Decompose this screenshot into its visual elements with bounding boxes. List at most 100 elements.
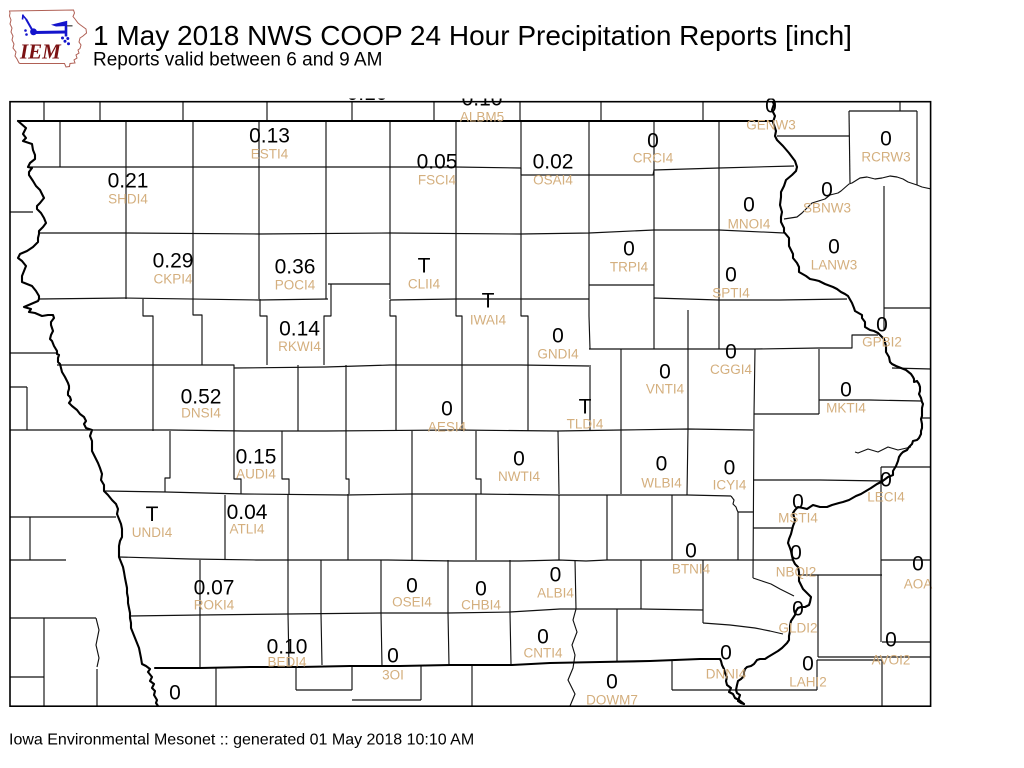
svg-text:0: 0 — [475, 578, 487, 601]
svg-text:0: 0 — [792, 491, 804, 514]
svg-text:OSAI4: OSAI4 — [533, 173, 573, 188]
svg-text:0: 0 — [169, 682, 181, 705]
svg-text:GPBI2: GPBI2 — [862, 335, 902, 350]
svg-text:0.52: 0.52 — [181, 386, 222, 409]
svg-text:0: 0 — [725, 341, 737, 364]
svg-text:ESTI4: ESTI4 — [251, 147, 289, 162]
svg-text:0: 0 — [623, 238, 635, 261]
svg-text:DOWM7: DOWM7 — [586, 693, 638, 708]
svg-text:1 May 2018 NWS COOP 24 Hour Pr: 1 May 2018 NWS COOP 24 Hour Precipitatio… — [93, 20, 852, 51]
svg-text:ALBI4: ALBI4 — [537, 586, 574, 601]
svg-text:0: 0 — [406, 575, 418, 598]
svg-text:IEM: IEM — [19, 40, 62, 64]
svg-text:ALBM5: ALBM5 — [460, 110, 504, 125]
svg-text:0.05: 0.05 — [417, 151, 458, 174]
svg-text:0: 0 — [792, 598, 804, 621]
svg-text:MNOI4: MNOI4 — [728, 217, 771, 232]
svg-text:CNTI4: CNTI4 — [523, 646, 562, 661]
svg-text:MSTI4: MSTI4 — [778, 511, 818, 526]
svg-text:0: 0 — [885, 629, 897, 652]
svg-text:0: 0 — [720, 642, 732, 665]
svg-text:BTNI4: BTNI4 — [672, 562, 711, 577]
svg-text:0: 0 — [880, 469, 892, 492]
svg-text:0: 0 — [656, 453, 668, 476]
svg-text:GNDI4: GNDI4 — [537, 347, 579, 362]
svg-text:0.36: 0.36 — [275, 256, 316, 279]
svg-text:T: T — [418, 255, 431, 278]
svg-text:OSEI4: OSEI4 — [392, 595, 432, 610]
svg-text:0: 0 — [513, 448, 525, 471]
svg-text:0: 0 — [659, 361, 671, 384]
svg-text:LAHI2: LAHI2 — [789, 675, 827, 690]
svg-text:0.13: 0.13 — [249, 125, 290, 148]
svg-text:BEDI4: BEDI4 — [267, 655, 307, 670]
svg-text:CRCI4: CRCI4 — [633, 151, 674, 166]
svg-text:AESI4: AESI4 — [428, 420, 467, 435]
svg-text:0: 0 — [724, 457, 736, 480]
svg-text:RCRW3: RCRW3 — [861, 150, 910, 165]
svg-text:CHBI4: CHBI4 — [461, 598, 501, 613]
svg-text:0: 0 — [647, 130, 659, 153]
svg-text:0: 0 — [802, 653, 814, 676]
svg-text:0.21: 0.21 — [108, 170, 149, 193]
svg-text:0: 0 — [743, 194, 755, 217]
svg-text:NBQI2: NBQI2 — [776, 565, 817, 580]
svg-text:0: 0 — [537, 626, 549, 649]
svg-text:0: 0 — [880, 128, 892, 151]
svg-text:0: 0 — [550, 564, 562, 587]
svg-text:SPTI4: SPTI4 — [712, 286, 750, 301]
svg-text:T: T — [146, 503, 159, 526]
svg-text:POCI4: POCI4 — [275, 278, 316, 293]
svg-text:DNNI4: DNNI4 — [706, 667, 747, 682]
svg-text:Iowa Environmental Mesonet ::: Iowa Environmental Mesonet :: generated … — [9, 732, 474, 749]
svg-text:0: 0 — [790, 542, 802, 565]
svg-text:0: 0 — [552, 325, 564, 348]
svg-text:NWTI4: NWTI4 — [498, 469, 540, 484]
svg-text:0.29: 0.29 — [153, 250, 194, 273]
svg-text:T: T — [579, 396, 592, 419]
svg-text:0: 0 — [840, 379, 852, 402]
svg-text:0: 0 — [685, 540, 697, 563]
svg-text:CKPI4: CKPI4 — [153, 272, 193, 287]
svg-text:Reports valid between 6 and 9: Reports valid between 6 and 9 AM — [93, 50, 382, 71]
svg-text:RKWI4: RKWI4 — [278, 339, 321, 354]
svg-text:0: 0 — [387, 645, 399, 668]
svg-text:0: 0 — [765, 95, 777, 118]
svg-text:0: 0 — [441, 398, 453, 421]
svg-text:T: T — [482, 290, 495, 313]
svg-text:0.15: 0.15 — [236, 446, 277, 469]
svg-text:SHDI4: SHDI4 — [108, 192, 148, 207]
svg-text:GLDI2: GLDI2 — [778, 621, 817, 636]
svg-text:0: 0 — [876, 314, 888, 337]
svg-text:3OI: 3OI — [382, 668, 404, 683]
svg-text:0: 0 — [821, 179, 833, 202]
svg-text:ROKI4: ROKI4 — [194, 598, 235, 613]
svg-text:AOA: AOA — [904, 577, 933, 592]
svg-text:0.02: 0.02 — [533, 151, 574, 174]
svg-text:0: 0 — [725, 264, 737, 287]
svg-text:0.10: 0.10 — [267, 636, 308, 659]
svg-text:LECI4: LECI4 — [867, 490, 905, 505]
svg-text:UNDI4: UNDI4 — [132, 525, 173, 540]
svg-text:SBNW3: SBNW3 — [803, 201, 851, 216]
svg-text:DNSI4: DNSI4 — [181, 406, 221, 421]
svg-text:AUDI4: AUDI4 — [236, 467, 276, 482]
svg-text:VNTI4: VNTI4 — [646, 382, 685, 397]
svg-text:0: 0 — [912, 553, 924, 576]
svg-text:GENW3: GENW3 — [746, 118, 796, 133]
svg-text:0: 0 — [606, 671, 618, 694]
svg-text:FSCI4: FSCI4 — [418, 173, 457, 188]
svg-text:AVOI2: AVOI2 — [872, 653, 911, 668]
svg-text:ATLI4: ATLI4 — [229, 522, 265, 537]
svg-text:WLBI4: WLBI4 — [641, 476, 682, 491]
svg-text:LANW3: LANW3 — [811, 258, 858, 273]
svg-text:CGGI4: CGGI4 — [710, 362, 753, 377]
svg-text:MKTI4: MKTI4 — [826, 401, 866, 416]
svg-text:0.07: 0.07 — [194, 577, 235, 600]
svg-text:0.04: 0.04 — [227, 501, 268, 524]
svg-text:0: 0 — [828, 236, 840, 259]
svg-text:CLII4: CLII4 — [408, 277, 441, 292]
svg-text:TRPI4: TRPI4 — [610, 260, 649, 275]
svg-text:ICYI4: ICYI4 — [713, 478, 747, 493]
svg-text:TLDI4: TLDI4 — [567, 417, 604, 432]
